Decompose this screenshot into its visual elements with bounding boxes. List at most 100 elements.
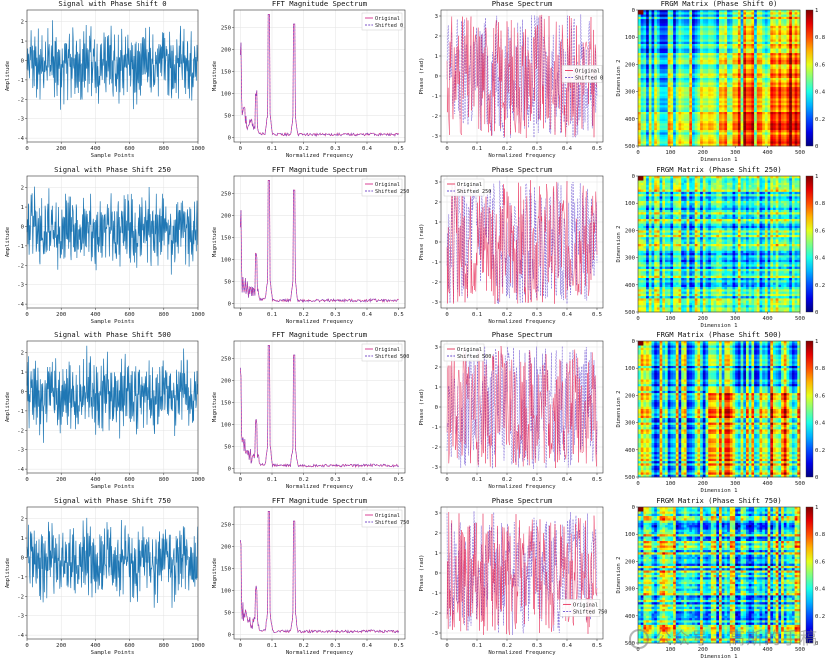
heatmap-cell [659, 75, 663, 79]
heatmap-cell [751, 123, 755, 126]
heatmap-cell [678, 187, 682, 190]
heatmap-cell [646, 50, 650, 54]
heatmap-cell [651, 214, 655, 218]
heatmap-cell [702, 178, 706, 181]
heatmap-cell [748, 87, 752, 90]
heatmap-cell [762, 130, 766, 133]
heatmap-cell [797, 12, 801, 15]
heatmap-cell [656, 71, 660, 74]
heatmap-cell [675, 16, 679, 20]
heatmap-cell [662, 78, 666, 81]
heatmap-cell [673, 139, 677, 142]
heatmap-cell [710, 139, 714, 142]
heatmap-cell [670, 107, 674, 111]
heatmap-cell [778, 109, 782, 113]
heatmap-cell [700, 139, 704, 142]
heatmap-cell [786, 212, 790, 215]
x-tick-label: 200 [698, 150, 708, 156]
heatmap-cell [775, 55, 779, 58]
heatmap-cell [694, 82, 698, 86]
heatmap-cell [689, 205, 693, 209]
heatmap-cell [724, 91, 728, 95]
heatmap-cell [775, 12, 779, 15]
heatmap-cell [700, 132, 704, 135]
heatmap-cell [735, 102, 739, 106]
heatmap-cell [675, 93, 679, 97]
heatmap-cell [737, 187, 741, 190]
heatmap-cell [721, 178, 725, 181]
heatmap-cell [689, 182, 693, 186]
heatmap-cell [673, 141, 677, 145]
heatmap-cell [797, 80, 801, 83]
heatmap-cell [678, 14, 682, 18]
heatmap-cell [746, 55, 749, 58]
heatmap-cell [775, 73, 779, 77]
heatmap-cell [692, 96, 695, 99]
heatmap-cell [681, 14, 685, 18]
heatmap-cell [751, 132, 755, 135]
heatmap-cell [710, 118, 714, 122]
heatmap-cell [702, 214, 706, 218]
heatmap-cell [786, 187, 790, 190]
legend-box [561, 65, 603, 83]
heatmap-cell [700, 82, 704, 86]
heatmap-cell [643, 10, 647, 13]
heatmap-cell [638, 107, 641, 111]
heatmap-cell [648, 182, 652, 186]
heatmap-cell [797, 182, 801, 186]
heatmap-cell [732, 139, 736, 142]
heatmap-cell [697, 185, 701, 188]
heatmap-cell [713, 125, 717, 129]
heatmap-cell [756, 198, 760, 202]
heatmap-cell [789, 55, 793, 58]
heatmap-cell [727, 187, 731, 190]
heatmap-cell [694, 118, 698, 122]
heatmap-cell [783, 121, 787, 124]
heatmap-cell [797, 112, 801, 115]
heatmap-cell [689, 93, 693, 97]
heatmap-cell [748, 185, 752, 188]
heatmap-cell [748, 80, 752, 83]
heatmap-cell [762, 62, 766, 65]
heatmap-cell [675, 132, 679, 135]
heatmap-cell [708, 132, 712, 135]
heatmap-cell [732, 194, 736, 197]
heatmap-cell [686, 132, 690, 135]
heatmap-cell [759, 10, 763, 13]
heatmap-cell [775, 118, 779, 122]
heatmap-cell [724, 30, 728, 33]
heatmap-cell [662, 194, 666, 197]
y-tick-label: 0 [632, 8, 635, 14]
heatmap-cell [694, 73, 698, 77]
heatmap-cell [675, 139, 679, 142]
heatmap-cell [789, 39, 793, 43]
heatmap-cell [759, 41, 763, 45]
heatmap-cell [640, 210, 644, 213]
heatmap-cell [716, 109, 720, 113]
heatmap-cell [689, 214, 693, 218]
heatmap-cell [762, 46, 766, 49]
heatmap-cell [705, 180, 709, 184]
heatmap-cell [689, 96, 693, 99]
heatmap-cell [713, 182, 717, 186]
heatmap-cell [643, 23, 647, 27]
heatmap-cell [748, 84, 752, 88]
heatmap-cell [759, 50, 763, 54]
heatmap-cell [694, 102, 698, 106]
y-axis-label: Magnitude [212, 226, 218, 257]
heatmap-cell [713, 57, 717, 61]
heatmap-cell [700, 121, 704, 124]
heatmap-cell [789, 12, 793, 15]
heatmap-cell [746, 46, 749, 49]
heatmap-cell [797, 39, 801, 43]
heatmap-cell [789, 34, 793, 38]
heatmap-cell [665, 176, 668, 179]
heatmap-cell [759, 194, 763, 197]
heatmap-cell [756, 37, 760, 40]
heatmap-cell [651, 89, 655, 92]
heatmap-cell [656, 80, 660, 83]
heatmap-cell [770, 48, 774, 52]
heatmap-cell [754, 19, 758, 22]
heatmap-cell [662, 139, 666, 142]
heatmap-cell [638, 127, 641, 131]
